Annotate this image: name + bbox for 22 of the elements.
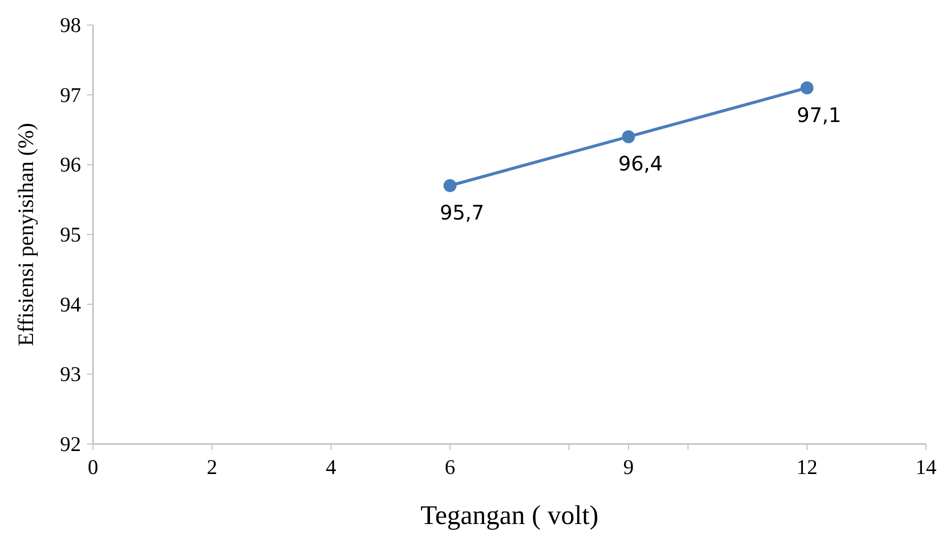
x-tick-label: 12 (796, 455, 818, 479)
y-tick-label: 98 (60, 13, 81, 37)
point (800, 81, 814, 94)
y-tick-label: 97 (60, 82, 81, 107)
x-tick-label: 9 (623, 455, 634, 479)
data-label: 96,4 (618, 152, 663, 176)
point (622, 130, 635, 144)
x-tick-label: 14 (916, 455, 937, 479)
data-label: 95,7 (440, 200, 484, 225)
data-label: 97,1 (796, 102, 842, 127)
x-axis-title: Tegangan ( volt) (420, 500, 599, 530)
y-tick-label: 92 (60, 432, 81, 456)
y-tick-label: 93 (60, 362, 81, 386)
y-tick-label: 94 (60, 292, 82, 316)
y-tick-label: 96 (60, 152, 81, 177)
x-tick-label: 0 (88, 455, 98, 479)
point (444, 179, 456, 192)
x-tick-label: 6 (444, 455, 456, 479)
x-tick-label: 2 (206, 455, 218, 479)
y-axis-title: Effisiensi penyisihan (%) (13, 122, 38, 346)
x-tick-label: 4 (326, 455, 337, 479)
y-tick-label: 95 (60, 222, 81, 246)
